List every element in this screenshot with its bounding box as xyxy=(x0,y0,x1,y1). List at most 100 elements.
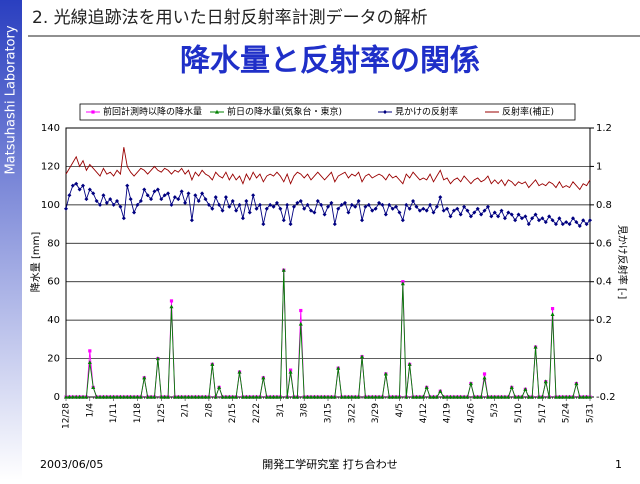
marker xyxy=(251,193,256,198)
marker xyxy=(451,208,456,213)
marker xyxy=(145,193,150,198)
marker xyxy=(564,220,569,225)
legend-box xyxy=(79,103,576,121)
marker xyxy=(584,394,589,399)
marker xyxy=(377,394,382,399)
x-tick-label: 5/17 xyxy=(538,403,548,423)
marker xyxy=(295,200,300,205)
marker xyxy=(302,394,307,399)
marker xyxy=(220,208,225,213)
marker xyxy=(111,202,116,207)
marker xyxy=(186,191,191,196)
marker xyxy=(421,206,426,211)
marker xyxy=(299,308,303,313)
marker xyxy=(285,394,290,399)
marker xyxy=(152,394,157,399)
marker xyxy=(308,208,313,213)
marker xyxy=(315,199,320,204)
x-tick-label: 4/26 xyxy=(466,403,476,423)
marker xyxy=(169,304,174,309)
marker xyxy=(196,199,201,204)
marker xyxy=(159,197,164,202)
marker xyxy=(77,187,82,192)
marker xyxy=(380,202,385,207)
marker xyxy=(581,394,586,399)
marker xyxy=(111,394,116,399)
marker xyxy=(281,267,286,272)
marker xyxy=(278,206,283,211)
marker xyxy=(499,208,504,213)
marker xyxy=(193,394,198,399)
marker xyxy=(363,204,368,209)
marker xyxy=(414,394,419,399)
marker xyxy=(125,183,130,188)
marker xyxy=(499,394,504,399)
marker xyxy=(121,216,126,221)
marker xyxy=(346,394,351,399)
marker xyxy=(441,394,446,399)
marker xyxy=(70,394,75,399)
marker xyxy=(373,206,378,211)
y-tick-label: 60 xyxy=(47,277,60,288)
marker xyxy=(336,206,341,211)
marker xyxy=(257,202,262,207)
marker xyxy=(479,212,484,217)
y2-tick-label: -0.2 xyxy=(596,392,616,403)
marker xyxy=(322,212,327,217)
marker xyxy=(108,394,113,399)
marker xyxy=(271,394,276,399)
marker xyxy=(421,394,426,399)
marker xyxy=(217,202,222,207)
x-tick-label: 2/1 xyxy=(181,403,191,417)
marker xyxy=(496,214,501,219)
marker xyxy=(84,394,89,399)
page-number: 1 xyxy=(615,458,622,471)
marker xyxy=(349,394,354,399)
marker xyxy=(482,372,487,376)
y2-tick-label: 1.2 xyxy=(596,123,612,134)
marker xyxy=(302,206,307,211)
marker xyxy=(322,394,327,399)
marker xyxy=(496,394,501,399)
marker xyxy=(186,394,191,399)
marker xyxy=(343,200,348,205)
series-line xyxy=(65,147,591,191)
marker xyxy=(349,202,354,207)
marker xyxy=(434,394,439,399)
marker xyxy=(485,394,490,399)
x-tick-label: 5/3 xyxy=(490,403,500,417)
marker xyxy=(445,394,450,399)
y-tick-label: 100 xyxy=(41,200,60,211)
marker xyxy=(560,222,565,227)
marker xyxy=(465,208,470,213)
marker xyxy=(428,202,433,207)
slide-title: 降水量と反射率の関係 xyxy=(180,44,480,79)
marker xyxy=(115,199,120,204)
marker xyxy=(179,394,184,399)
y-tick-label: 140 xyxy=(41,123,60,134)
x-tick-label: 1/11 xyxy=(109,403,119,423)
marker xyxy=(536,394,541,399)
marker xyxy=(91,110,95,114)
marker xyxy=(533,344,538,349)
marker xyxy=(570,394,575,399)
marker xyxy=(363,394,368,399)
marker xyxy=(550,307,555,311)
marker xyxy=(176,394,181,399)
marker xyxy=(339,202,344,207)
marker xyxy=(305,202,310,207)
marker xyxy=(489,394,494,399)
marker xyxy=(462,204,467,209)
marker xyxy=(251,394,256,399)
marker xyxy=(223,195,228,200)
marker xyxy=(274,394,279,399)
marker xyxy=(353,204,358,209)
marker xyxy=(570,216,575,221)
x-tick-label: 12/28 xyxy=(62,403,72,429)
marker xyxy=(431,394,436,399)
marker xyxy=(220,394,225,399)
marker xyxy=(319,202,324,207)
marker xyxy=(400,218,405,223)
marker xyxy=(237,202,242,207)
y2-tick-label: 0.8 xyxy=(596,200,612,211)
